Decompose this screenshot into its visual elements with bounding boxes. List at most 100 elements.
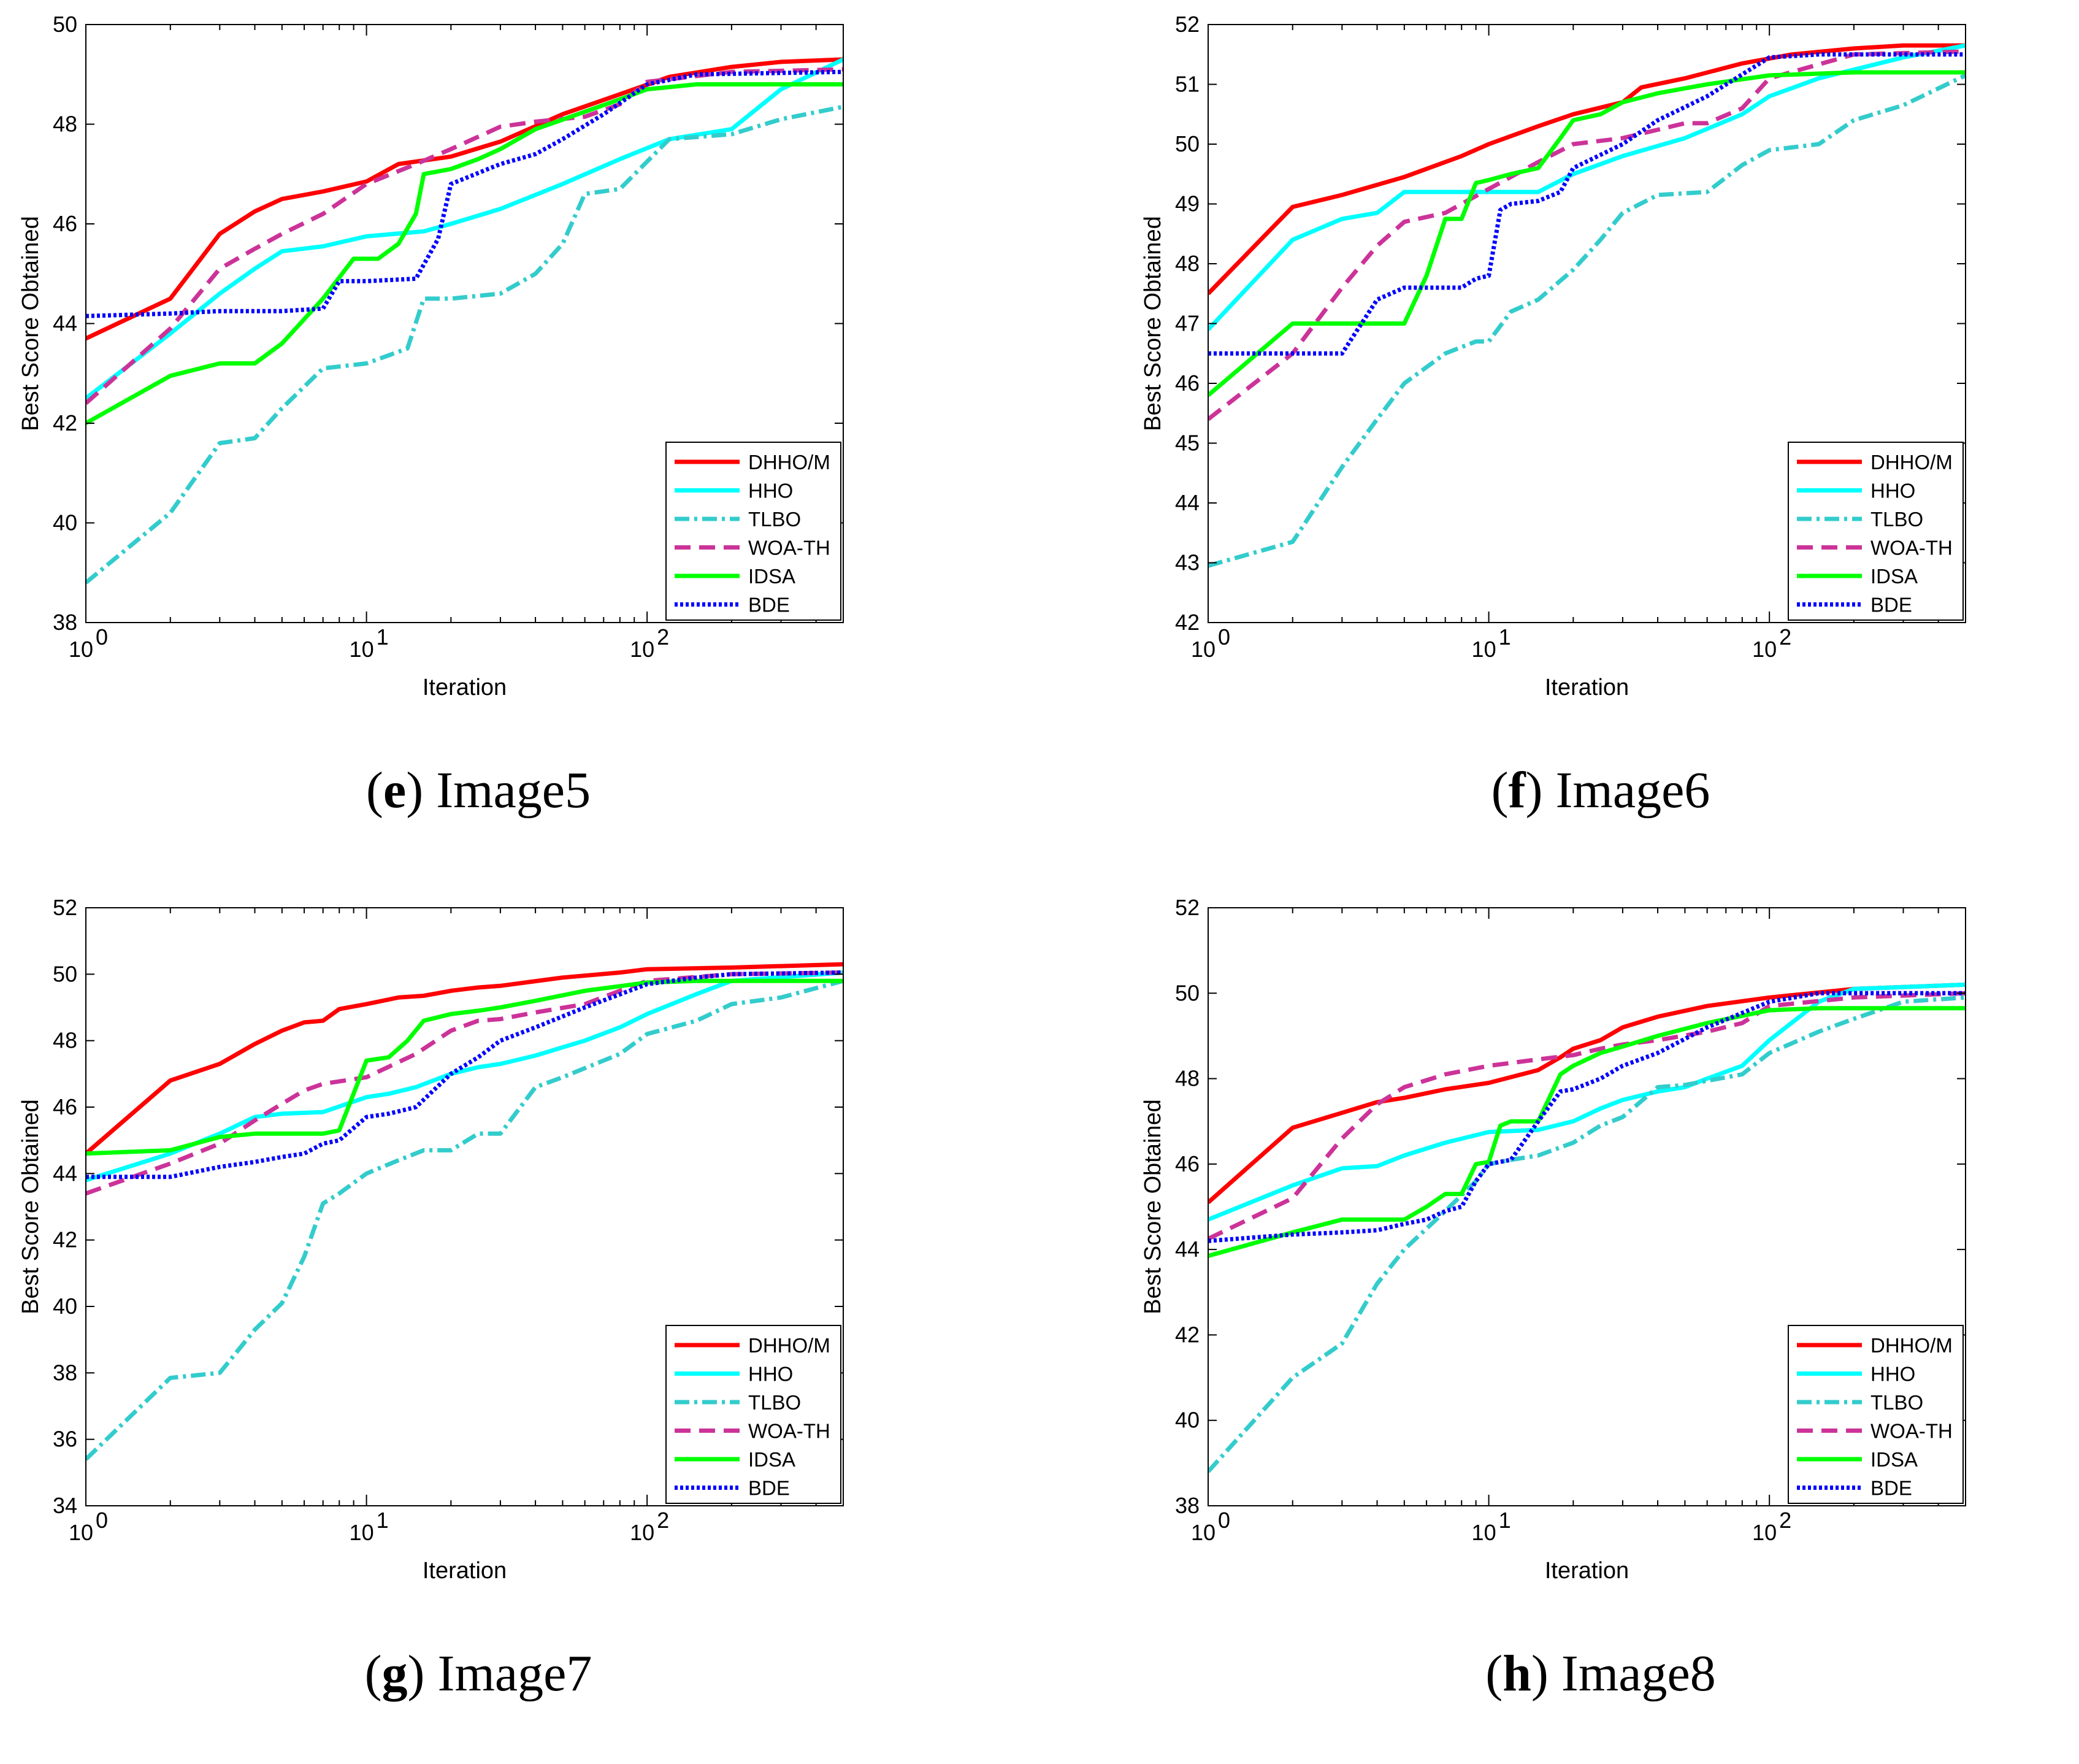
x-tick-exponent: 0	[96, 1508, 108, 1533]
y-tick-label: 38	[53, 1360, 77, 1385]
x-tick-label: 10	[1752, 637, 1777, 662]
legend-label: IDSA	[1870, 1448, 1918, 1471]
y-axis-title: Best Score Obtained	[1140, 216, 1166, 431]
panel-image5: 38 40 42 44 46 48 50 10 0 10 1 10 2 Iteration Best Sco…	[0, 0, 957, 871]
series-line-dhho-m	[86, 962, 843, 1156]
legend-box	[665, 442, 841, 621]
legend-label: DHHO/M	[748, 451, 830, 474]
y-tick-label: 52	[1175, 12, 1200, 37]
x-axis-title: Iteration	[423, 1558, 507, 1584]
y-tick-label: 44	[1175, 1237, 1200, 1262]
x-tick-label: 10	[1191, 1520, 1216, 1545]
x-tick-label: 10	[350, 1520, 374, 1545]
series-line-idsa	[86, 978, 843, 1156]
x-tick-label: 10	[1472, 637, 1496, 662]
series-line-hho	[1208, 43, 1966, 331]
caption-text: Image8	[1548, 1645, 1716, 1702]
y-tick-label: 48	[1175, 1066, 1200, 1091]
x-tick-label: 10	[69, 637, 93, 662]
x-tick-exponent: 1	[1499, 624, 1511, 650]
legend-box	[1788, 442, 1964, 621]
x-tick-exponent: 0	[96, 624, 108, 650]
x-tick-exponent: 1	[1499, 1508, 1511, 1533]
y-tick-label: 46	[1175, 370, 1200, 396]
legend-label: TLBO	[748, 1391, 801, 1414]
x-tick-label: 10	[630, 1520, 654, 1545]
y-tick-label: 48	[53, 112, 77, 137]
y-tick-label: 40	[53, 1294, 77, 1319]
y-tick-label: 50	[53, 961, 77, 986]
x-tick-label: 10	[1191, 637, 1216, 662]
panel-image8: 38 40 42 44 46 48 50 52 10 0 10 1 10 2 Iteration Best S…	[1122, 883, 2079, 1754]
series-line-tlbo	[86, 978, 843, 1461]
legend-label: TLBO	[1870, 1391, 1923, 1414]
legend-label: BDE	[1870, 594, 1912, 616]
series-line-hho	[86, 970, 843, 1183]
x-axis-title: Iteration	[1545, 1558, 1629, 1584]
axes-box	[85, 907, 844, 1506]
caption-image6: (f) Image6	[1491, 762, 1710, 819]
legend-label: DHHO/M	[748, 1334, 830, 1357]
series-line-bde	[1208, 52, 1966, 356]
legend-label: HHO	[1870, 480, 1915, 502]
y-tick-label: 42	[1175, 610, 1200, 635]
legend-box	[1788, 1325, 1964, 1504]
y-tick-label: 36	[53, 1427, 77, 1452]
legend-label: HHO	[1870, 1363, 1915, 1386]
series-group	[86, 962, 843, 1461]
y-tick-label: 50	[53, 12, 77, 37]
y-tick-label: 42	[53, 410, 77, 435]
legend-label: WOA-TH	[748, 1420, 830, 1443]
y-tick-label: 45	[1175, 431, 1200, 456]
legend-label: BDE	[748, 1477, 790, 1500]
series-group	[1208, 982, 1966, 1473]
y-tick-label: 51	[1175, 72, 1200, 97]
legend-label: WOA-TH	[1870, 1420, 1953, 1443]
legend-box	[665, 1325, 841, 1504]
legend-label: IDSA	[748, 1448, 795, 1471]
y-tick-label: 40	[1175, 1408, 1200, 1433]
x-tick-exponent: 2	[657, 1508, 669, 1533]
series-line-dhho-m	[1208, 982, 1966, 1205]
series-line-bde	[1208, 991, 1966, 1243]
legend-label: DHHO/M	[1870, 1334, 1953, 1357]
x-tick-label: 10	[69, 1520, 93, 1545]
series-group	[86, 57, 843, 585]
y-tick-label: 43	[1175, 550, 1200, 575]
series-line-hho	[1208, 982, 1966, 1222]
panel-image7: 34 36 38 40 42 44 46 48 50 52 10 0 10 1 10 2 Iteration Be…	[0, 883, 957, 1754]
caption-text: Image6	[1542, 762, 1710, 819]
y-axis-title: Best Score Obtained	[18, 216, 44, 431]
series-line-woa-th	[1208, 49, 1966, 421]
y-tick-label: 44	[1175, 490, 1200, 515]
legend-label: HHO	[748, 480, 793, 502]
y-tick-label: 52	[1175, 895, 1200, 920]
y-tick-label: 50	[1175, 980, 1200, 1005]
series-line-bde	[86, 970, 843, 1179]
y-tick-label: 42	[53, 1227, 77, 1252]
legend-label: BDE	[1870, 1477, 1912, 1500]
x-tick-exponent: 0	[1218, 624, 1230, 650]
series-line-tlbo	[86, 104, 843, 585]
caption-image5: (e) Image5	[366, 762, 591, 819]
y-tick-label: 40	[53, 510, 77, 535]
caption-letter: f	[1508, 762, 1526, 819]
y-tick-label: 38	[53, 610, 77, 635]
caption-image7: (g) Image7	[364, 1645, 592, 1702]
x-tick-exponent: 2	[1779, 1508, 1791, 1533]
legend-label: TLBO	[748, 508, 801, 531]
legend-label: WOA-TH	[1870, 537, 1953, 559]
x-tick-label: 10	[630, 637, 654, 662]
series-line-hho	[86, 57, 843, 401]
caption-image8: (h) Image8	[1485, 1645, 1716, 1702]
series-line-idsa	[86, 82, 843, 426]
series-line-idsa	[1208, 1006, 1966, 1258]
y-axis-title: Best Score Obtained	[1140, 1099, 1166, 1314]
y-tick-label: 47	[1175, 311, 1200, 336]
legend-label: BDE	[748, 594, 790, 616]
y-axis-title: Best Score Obtained	[18, 1099, 44, 1314]
